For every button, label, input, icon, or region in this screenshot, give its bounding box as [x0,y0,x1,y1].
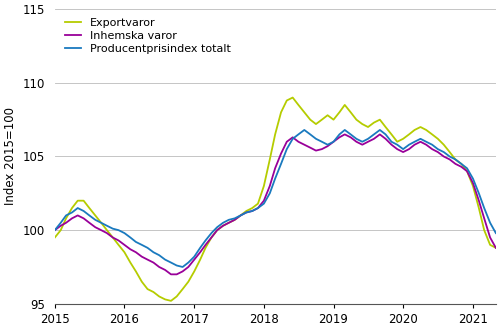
Line: Inhemska varor: Inhemska varor [55,134,496,274]
Line: Exportvaror: Exportvaror [55,98,496,301]
Legend: Exportvaror, Inhemska varor, Producentprisindex totalt: Exportvaror, Inhemska varor, Producentpr… [65,18,231,53]
Line: Producentprisindex totalt: Producentprisindex totalt [55,130,496,267]
Y-axis label: Index 2015=100: Index 2015=100 [4,108,17,206]
